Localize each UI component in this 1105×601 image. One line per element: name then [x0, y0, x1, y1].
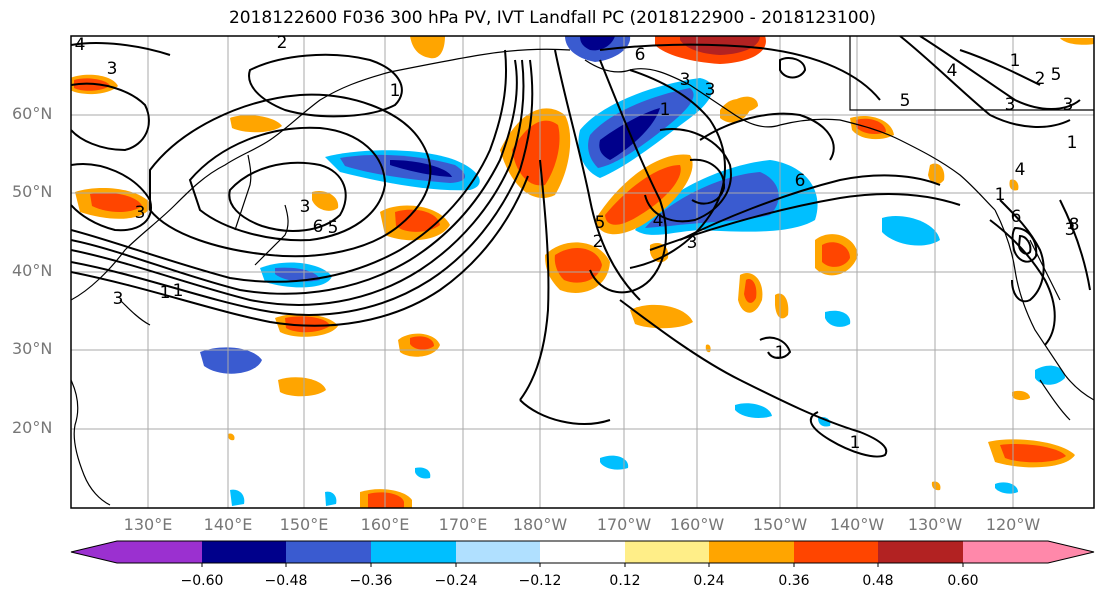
colorbar-segment: [963, 541, 1048, 563]
contour-label: 5: [595, 213, 606, 233]
colorbar-segment: [371, 541, 456, 563]
contour-label: 4: [75, 35, 86, 55]
contour-label: 1: [1067, 133, 1078, 153]
colorbar-segment: [540, 541, 625, 563]
colorbar-tick-label: 0.36: [778, 573, 810, 589]
lon-label-170w: 170°W: [596, 515, 652, 534]
lat-label-60n: 60°N: [12, 104, 53, 123]
contour-label: 4: [947, 61, 958, 81]
colorbar-tick-label: 0.60: [947, 573, 979, 589]
lon-label-120w: 120°W: [985, 515, 1041, 534]
contour-label: 3: [705, 80, 716, 100]
coastlines: [71, 36, 1094, 506]
contour-label: 5: [328, 218, 339, 238]
lon-label-160w: 160°W: [669, 515, 725, 534]
lon-label-150w: 150°W: [752, 515, 808, 534]
contour-label: 1: [850, 433, 861, 453]
contour-label: 6: [1011, 207, 1022, 227]
contour-label: 2: [1035, 69, 1046, 89]
contour-label: 6: [795, 171, 806, 191]
lon-label-150e: 150°E: [279, 515, 329, 534]
contour-label: 6: [313, 217, 324, 237]
contour-label: 3: [1005, 95, 1016, 115]
colorbar-tick-label: 0.24: [693, 573, 725, 589]
pv-contours: [71, 36, 1091, 458]
graticule: [71, 36, 1094, 508]
colorbar-tick-label: −0.60: [180, 573, 224, 589]
contour-label: 3: [687, 233, 698, 253]
colorbar-segment: [878, 541, 963, 563]
lon-label-130w: 130°W: [907, 515, 963, 534]
colorbar-extend-high: [1048, 541, 1094, 563]
contour-label: 1: [173, 281, 184, 301]
lon-label-160e: 160°E: [360, 515, 410, 534]
contour-label: 3: [680, 70, 691, 90]
colorbar-segment: [456, 541, 540, 563]
lat-label-30n: 30°N: [12, 339, 53, 358]
lon-label-180w: 180°W: [512, 515, 568, 534]
colorbar-segment: [794, 541, 878, 563]
colorbar-segment: [202, 541, 286, 563]
colorbar-tick-label: −0.36: [349, 573, 393, 589]
lon-label-130e: 130°E: [123, 515, 173, 534]
contour-label: 6: [635, 45, 646, 65]
map-title: 2018122600 F036 300 hPa PV, IVT Landfall…: [228, 8, 876, 28]
colorbar-tick-label: 0.12: [609, 573, 641, 589]
contour-label: 1: [775, 343, 786, 363]
lat-label-20n: 20°N: [12, 418, 53, 437]
colorbar-tick-label: −0.12: [518, 573, 562, 589]
contour-label: 1: [660, 100, 671, 120]
colorbar-segment: [117, 541, 202, 563]
contour-label: 3: [1065, 220, 1076, 240]
colorbar-outline: [70, 540, 1095, 564]
contour-label: 4: [1015, 160, 1026, 180]
lon-label-140w: 140°W: [829, 515, 885, 534]
contour-label: 5: [1051, 65, 1062, 85]
colorbar-segment: [286, 541, 371, 563]
lon-label-170e: 170°E: [438, 515, 488, 534]
contour-label: 3: [300, 197, 311, 217]
contour-label: 1: [995, 185, 1006, 205]
plot-frame: [70, 35, 1095, 509]
lat-label-40n: 40°N: [12, 261, 53, 280]
contour-label: 2: [593, 232, 604, 252]
contour-label: 8: [1069, 215, 1080, 235]
contour-label: 3: [113, 289, 124, 309]
colorbar-tick-label: −0.48: [264, 573, 308, 589]
contour-label: 3: [135, 203, 146, 223]
colorbar-tick-label: −0.24: [434, 573, 478, 589]
contour-label: 3: [107, 59, 118, 79]
contour-label: 1: [160, 283, 171, 303]
colorbar: [70, 540, 1095, 567]
contour-label: 1: [1010, 51, 1021, 71]
contour-label: 1: [390, 81, 401, 101]
colorbar-segment: [709, 541, 794, 563]
contour-label: 5: [900, 91, 911, 111]
contour-label: 4: [653, 211, 664, 231]
colorbar-tick-label: 0.48: [862, 573, 894, 589]
lat-label-50n: 50°N: [12, 182, 53, 201]
contour-label: 2: [277, 33, 288, 53]
lon-label-140e: 140°E: [203, 515, 253, 534]
colorbar-segment: [625, 541, 709, 563]
colorbar-extend-low: [71, 541, 117, 563]
contour-label: 3: [1063, 95, 1074, 115]
